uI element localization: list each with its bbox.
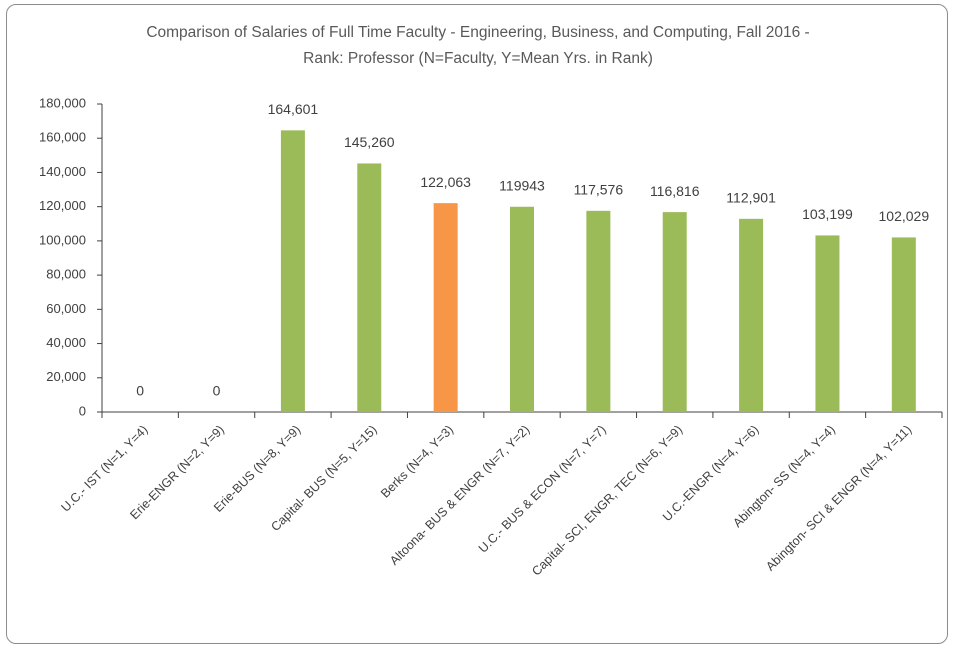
data-label: 122,063 [420,174,471,190]
bar [433,203,458,412]
bar [739,218,764,412]
x-tick-label: U.C.- IST (N=1, Y=4) [59,423,151,515]
bar [280,130,305,412]
x-tick-label: Abington- SCI & ENGR (N=4, Y=11) [763,423,914,574]
bar [662,212,687,412]
y-tick-label: 140,000 [39,164,86,179]
y-tick-label: 100,000 [39,232,86,247]
x-tick-label: Erie-BUS (N=8, Y=9) [211,423,303,515]
y-tick-label: 20,000 [46,369,86,384]
data-label: 103,199 [802,206,853,222]
data-label: 0 [213,383,221,399]
x-tick-label: Berks (N=4, Y=3) [378,423,456,501]
data-label: 112,901 [726,190,776,206]
data-label: 117,576 [574,182,624,198]
data-label: 119943 [499,177,545,193]
y-tick-label: 120,000 [39,198,86,213]
x-tick-label: U.C.- BUS & ECON (N=7, Y=7) [476,423,609,556]
data-label: 102,029 [879,208,930,224]
bar [357,163,382,412]
bar [815,235,840,412]
bar [510,206,534,412]
y-tick-label: 180,000 [39,95,86,110]
y-tick-label: 40,000 [46,335,86,350]
y-tick-label: 80,000 [46,267,86,282]
chart-title: Comparison of Salaries of Full Time Facu… [146,24,810,67]
y-tick-label: 60,000 [46,301,86,316]
x-tick-label: Capital- SCI, ENGR, TEC (N=6, Y=9) [529,423,685,579]
chart-frame [6,4,948,644]
bar [891,237,916,412]
x-tick-label: Altoona- BUS & ENGR (N=7, Y=2) [387,423,532,568]
data-label: 145,260 [344,134,395,150]
data-label: 164,601 [268,101,319,117]
data-label: 0 [136,383,144,399]
y-tick-label: 0 [79,403,86,418]
y-tick-label: 160,000 [39,130,86,145]
data-label: 116,816 [650,183,700,199]
bar [586,210,611,412]
